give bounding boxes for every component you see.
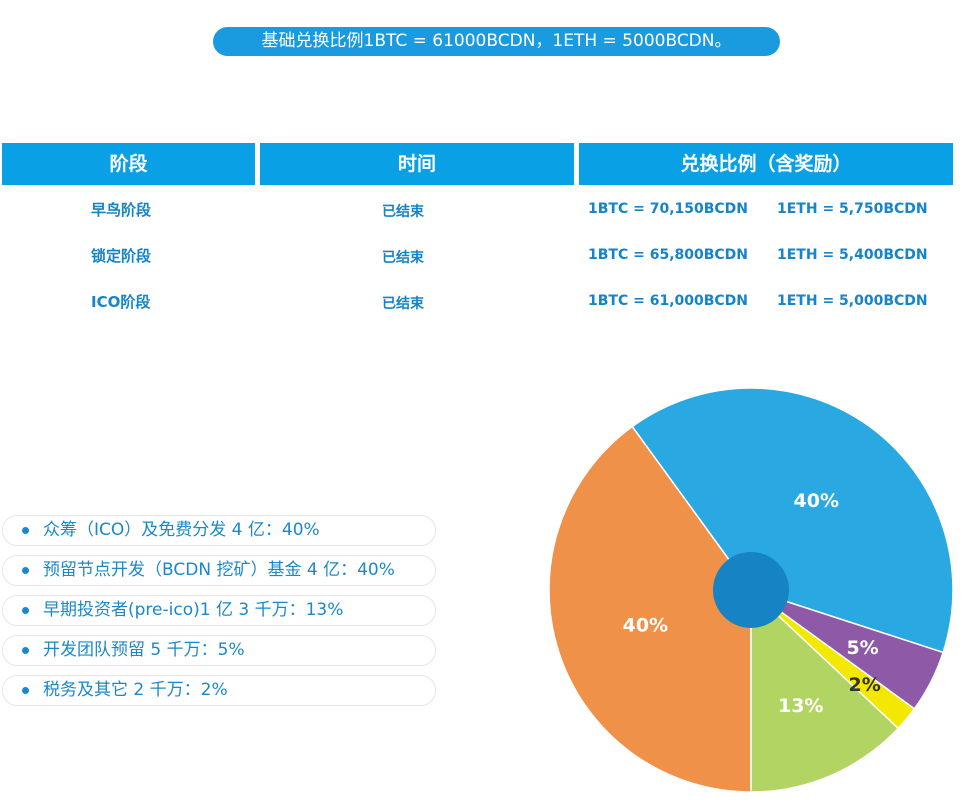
pie-slice [631, 387, 954, 654]
bullet-icon [22, 567, 29, 574]
eth-rate-cell: 1ETH = 5,400BCDN [777, 247, 928, 263]
time-cell: 已结束 [382, 204, 424, 220]
time-cell: 已结束 [382, 296, 424, 312]
legend-text: 开发团队预留 5 千万：5% [43, 640, 245, 660]
exchange-rate-banner: 基础兑换比例1BTC = 61000BCDN，1ETH = 5000BCDN。 [213, 27, 780, 56]
legend-text: 众筹（ICO）及免费分发 4 亿：40% [43, 520, 320, 540]
btc-rate-cell: 1BTC = 61,000BCDN [588, 293, 749, 309]
eth-rate-cell: 1ETH = 5,000BCDN [777, 293, 928, 309]
legend-text: 预留节点开发（BCDN 挖矿）基金 4 亿：40% [43, 560, 395, 580]
pie-slice-label: 5% [846, 637, 878, 659]
legend-item: 开发团队预留 5 千万：5% [2, 635, 436, 666]
pie-slice-label: 40% [623, 614, 668, 636]
pie-slice-label: 40% [794, 490, 839, 512]
table-header-time: 时间 [260, 143, 574, 185]
bullet-icon [22, 687, 29, 694]
legend-text: 税务及其它 2 千万：2% [43, 680, 228, 700]
token-distribution-legend: 众筹（ICO）及免费分发 4 亿：40% 预留节点开发（BCDN 挖矿）基金 4… [2, 515, 436, 715]
legend-item: 早期投资者(pre-ico)1 亿 3 千万：13% [2, 595, 436, 626]
stage-cell: 锁定阶段 [91, 247, 152, 265]
btc-rate-cell: 1BTC = 65,800BCDN [588, 247, 749, 263]
legend-item: 预留节点开发（BCDN 挖矿）基金 4 亿：40% [2, 555, 436, 586]
legend-text: 早期投资者(pre-ico)1 亿 3 千万：13% [43, 600, 344, 620]
stage-cell: 早鸟阶段 [91, 201, 152, 219]
legend-item: 众筹（ICO）及免费分发 4 亿：40% [2, 515, 436, 546]
pie-slice [750, 589, 945, 710]
pie-slice [548, 425, 752, 793]
eth-rate-cell: 1ETH = 5,750BCDN [777, 201, 928, 217]
table-header-rate: 兑换比例（含奖励） [579, 143, 953, 185]
bullet-icon [22, 607, 29, 614]
time-cell: 已结束 [382, 250, 424, 266]
legend-item: 税务及其它 2 千万：2% [2, 675, 436, 706]
pie-slice-label: 13% [778, 695, 823, 717]
pie-slice [750, 588, 900, 793]
table-header-stage: 阶段 [2, 143, 255, 185]
stage-cell: ICO阶段 [91, 293, 151, 311]
bullet-icon [22, 527, 29, 534]
btc-rate-cell: 1BTC = 70,150BCDN [588, 201, 749, 217]
bullet-icon [22, 647, 29, 654]
pie-center-hub [713, 552, 789, 628]
pie-slice-label: 2% [848, 674, 880, 696]
